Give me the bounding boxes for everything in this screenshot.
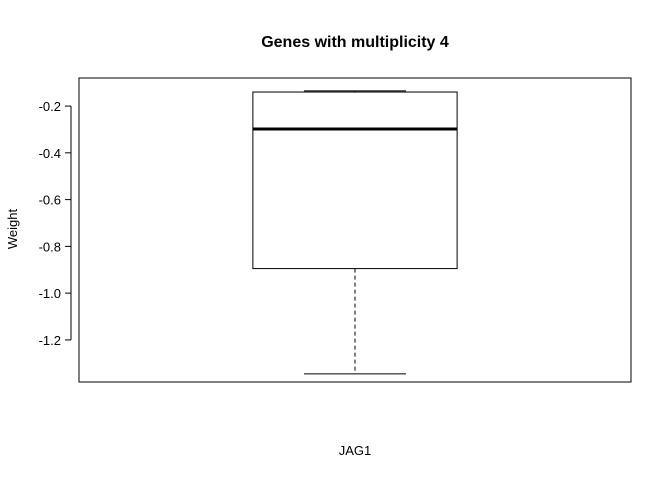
y-tick-label: -1.0	[39, 286, 61, 301]
chart-title: Genes with multiplicity 4	[261, 34, 449, 51]
y-axis-label: Weight	[5, 209, 20, 250]
boxes	[252, 90, 458, 375]
y-tick-label: -0.8	[39, 239, 61, 254]
y-axis: -0.2 -0.4 -0.6 -0.8 -1.0 -1.2	[39, 99, 72, 348]
y-tick-label: -0.6	[39, 193, 61, 208]
y-tick-label: -0.2	[39, 99, 61, 114]
y-tick-label: -0.4	[39, 146, 61, 161]
x-axis-label: JAG1	[339, 443, 372, 458]
box-iqr	[252, 91, 458, 270]
y-tick-label: -1.2	[39, 333, 61, 348]
plot-frame	[78, 77, 632, 383]
